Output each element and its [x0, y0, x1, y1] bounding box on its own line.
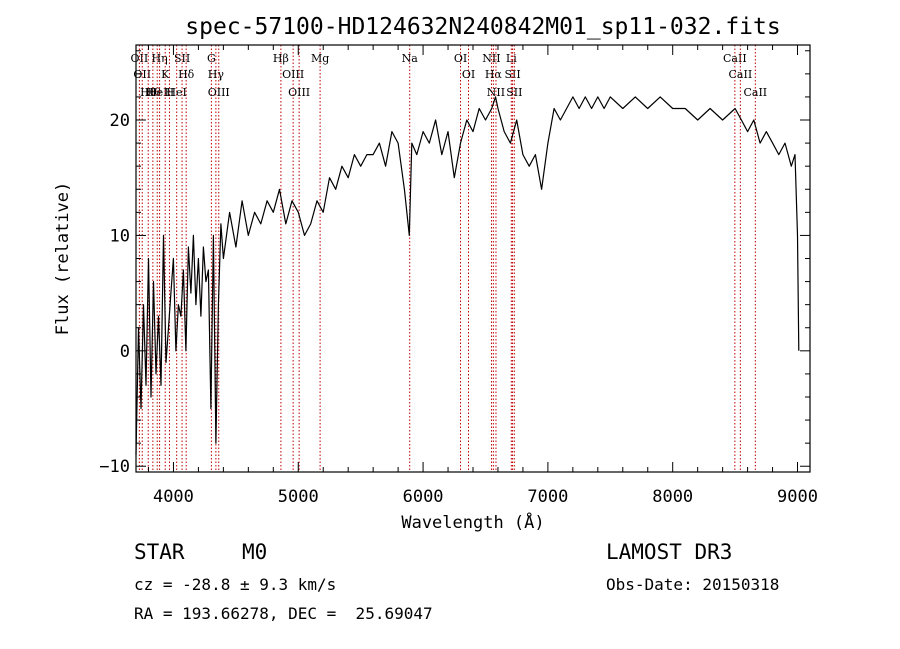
- series-spectrum: [135, 96, 800, 455]
- line-label-7-0: H: [165, 86, 175, 99]
- line-label-5-0: Hη: [151, 52, 167, 65]
- chart-title: spec-57100-HD124632N240842M01_sp11-032.f…: [185, 14, 780, 40]
- line-label-29-0: CaII: [743, 86, 767, 99]
- line-label-3-0: Hθ: [145, 86, 162, 99]
- line-label-9-0: SII: [174, 52, 190, 65]
- y-tick-label-0: 0: [120, 342, 130, 362]
- line-label-20-0: OI: [462, 68, 475, 81]
- line-label-0-0: OII: [131, 52, 149, 65]
- line-label-12-0: Hγ: [208, 68, 225, 81]
- line-label-11-0: G: [207, 52, 216, 65]
- line-label-15-0: OIII: [282, 68, 304, 81]
- line-label-26-0: SII: [506, 86, 522, 99]
- observation-date: Obs-Date: 20150318: [606, 575, 780, 594]
- line-label-21-0: NII: [482, 52, 500, 65]
- line-label-27-0: CaII: [723, 52, 747, 65]
- survey-label: LAMOST DR3: [606, 540, 733, 564]
- x-tick-label-5000: 5000: [278, 487, 319, 507]
- line-label-22-0: Hα: [485, 68, 503, 81]
- y-axis-label: Flux (relative): [53, 182, 73, 336]
- line-label-8-0: HeI: [166, 86, 186, 99]
- line-label-14-0: Hβ: [273, 52, 289, 65]
- object-subclass: M0: [242, 540, 268, 564]
- x-tick-label-8000: 8000: [652, 487, 693, 507]
- line-label-24-0: Li: [506, 52, 517, 65]
- line-label-4-0: HeI: [147, 86, 167, 99]
- line-label-28-0: CaII: [729, 68, 753, 81]
- coordinates: RA = 193.66278, DEC = 25.69047: [134, 604, 433, 623]
- y-tick-label-20: 20: [110, 111, 130, 131]
- x-tick-label-4000: 4000: [153, 487, 194, 507]
- line-label-6-0: K: [161, 68, 170, 81]
- line-label-23-0: NII: [487, 86, 505, 99]
- x-tick-label-7000: 7000: [527, 487, 568, 507]
- line-label-10-0: Hδ: [178, 68, 195, 81]
- x-tick-label-6000: 6000: [403, 487, 444, 507]
- line-label-16-0: OIII: [288, 86, 310, 99]
- line-label-1-0: OII: [133, 68, 151, 81]
- line-label-13-0: OIII: [208, 86, 230, 99]
- line-label-25-0: SII: [504, 68, 520, 81]
- line-label-2-0: Hθ: [140, 86, 157, 99]
- y-tick-label--10: −10: [99, 457, 130, 477]
- line-label-19-0: OI: [454, 52, 467, 65]
- line-label-18-0: Na: [402, 52, 419, 65]
- line-label-17-0: Mg: [311, 52, 329, 65]
- y-tick-label-10: 10: [110, 226, 130, 246]
- x-axis-label: Wavelength (Å): [401, 511, 544, 533]
- object-class: STAR: [134, 540, 185, 564]
- x-tick-label-9000: 9000: [777, 487, 818, 507]
- redshift-velocity: cz = -28.8 ± 9.3 km/s: [134, 575, 337, 594]
